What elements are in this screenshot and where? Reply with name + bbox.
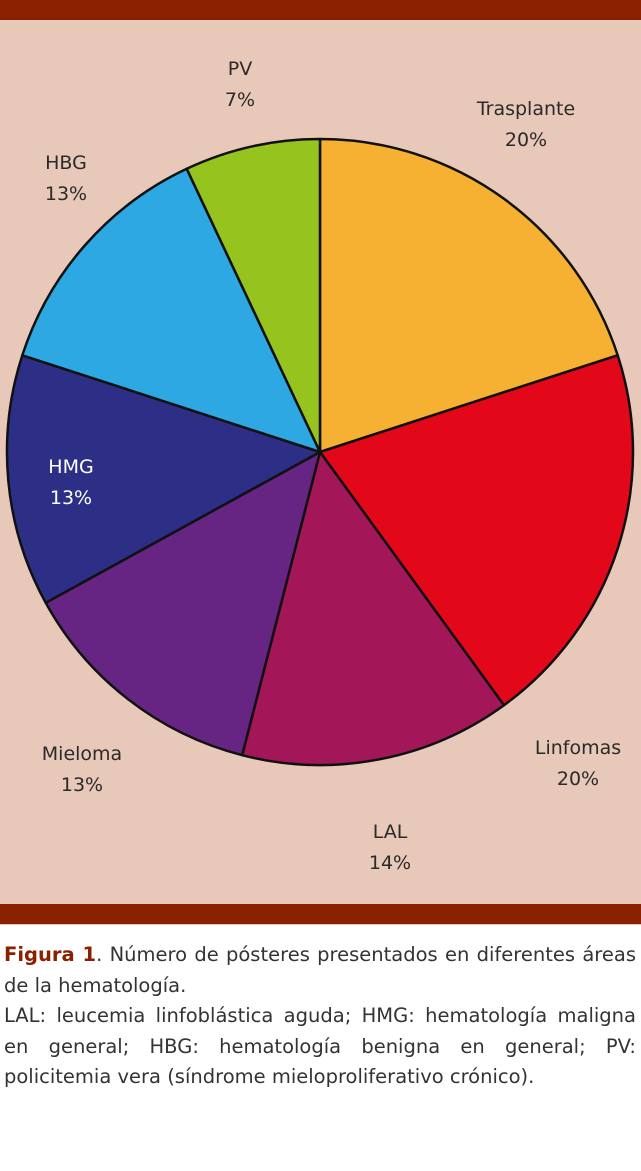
bottom-rule <box>0 904 641 924</box>
slice-percent-hmg: 13% <box>49 487 93 509</box>
slice-percent-linfomas: 20% <box>556 768 600 790</box>
slice-label-mieloma: Mieloma 13% <box>42 739 122 801</box>
pie-slice-linfomas <box>318 354 635 707</box>
pie-slice-mieloma <box>44 450 322 757</box>
caption-abbreviations: LAL: leucemia linfoblástica aguda; HMG: … <box>4 1004 636 1088</box>
slice-percent-pv: 7% <box>224 89 256 111</box>
slice-name-pv: PV <box>227 58 253 80</box>
slice-label-lal: LAL 14% <box>369 817 411 879</box>
pie-slice-pv <box>185 137 322 454</box>
slice-label-hmg: HMG 13% <box>48 452 93 514</box>
figure-panel: PV 7% Trasplante 20% HBG 13% HMG 13% Mie… <box>0 0 641 925</box>
pie-slice-hbg <box>21 167 322 454</box>
slice-label-trasplante: Trasplante 20% <box>477 94 575 156</box>
pie-slice-trasplante <box>318 137 619 454</box>
slice-percent-mieloma: 13% <box>60 774 104 796</box>
pie-slice-lal <box>240 450 506 767</box>
slice-percent-lal: 14% <box>368 852 412 874</box>
top-rule <box>0 0 641 20</box>
slice-name-linfomas: Linfomas <box>534 737 622 759</box>
slice-percent-trasplante: 20% <box>504 129 548 151</box>
slice-label-pv: PV 7% <box>225 54 255 116</box>
slice-name-hmg: HMG <box>48 456 94 478</box>
slice-percent-hbg: 13% <box>44 183 88 205</box>
figure-label: Figura 1 <box>4 943 97 966</box>
caption-title-text: . Número de pósteres presentados en dife… <box>4 943 636 997</box>
pie-chart <box>5 137 635 767</box>
slice-label-linfomas: Linfomas 20% <box>535 733 621 795</box>
pie-slice-hmg <box>5 354 322 605</box>
slice-name-trasplante: Trasplante <box>476 98 576 120</box>
slice-label-hbg: HBG 13% <box>45 148 87 210</box>
slice-name-hbg: HBG <box>45 152 87 174</box>
slice-name-lal: LAL <box>372 821 408 843</box>
slice-name-mieloma: Mieloma <box>41 743 123 765</box>
figure-caption: Figura 1. Número de pósteres presentados… <box>4 940 636 1093</box>
caption-title: Figura 1. Número de pósteres presentados… <box>4 940 636 1001</box>
